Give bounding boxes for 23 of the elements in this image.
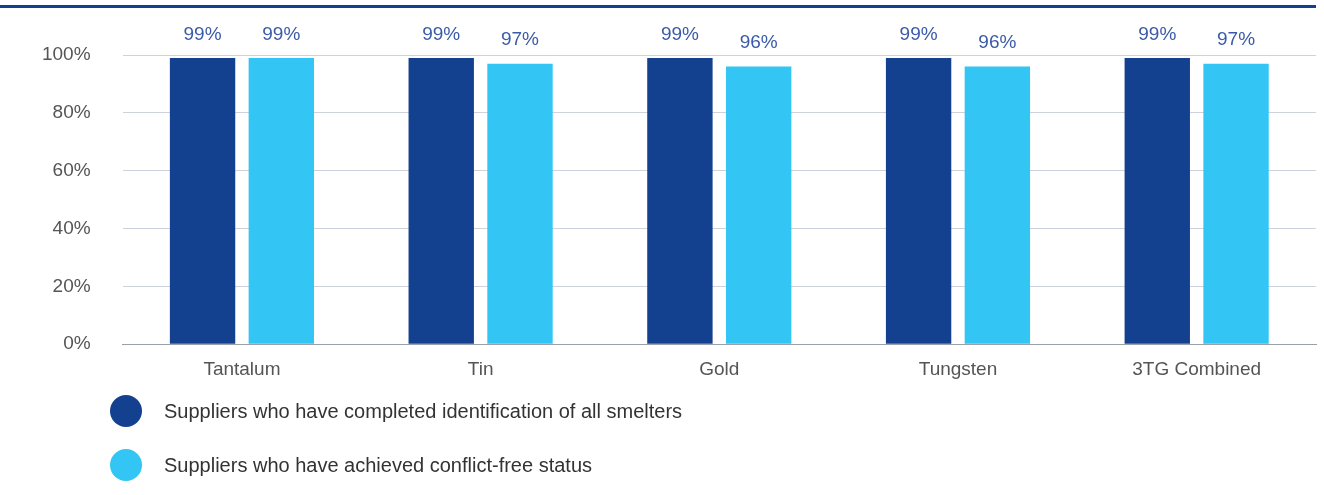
x-tick-label: Tantalum: [203, 357, 281, 379]
legend-label: Suppliers who have completed identification of all smelters: [164, 399, 683, 423]
x-tick-label: 3TG Combined: [1132, 357, 1262, 379]
x-tick-label: Gold: [699, 357, 740, 379]
data-label: 99%: [660, 22, 700, 44]
y-tick-label: 100%: [41, 43, 91, 65]
data-label: 97%: [1217, 28, 1256, 50]
data-label: 99%: [183, 22, 222, 44]
x-tick-label: Tungsten: [918, 357, 998, 379]
y-tick-label: 60%: [52, 158, 91, 180]
data-label: 99%: [1138, 22, 1177, 44]
data-label: 97%: [500, 28, 540, 50]
y-tick-label: 20%: [52, 274, 91, 296]
data-label: 99%: [422, 22, 461, 44]
y-tick-label: 80%: [52, 101, 91, 123]
legend-label: Suppliers who have achieved conflict-free status: [164, 453, 593, 477]
data-label: 99%: [899, 22, 938, 44]
data-label: 96%: [978, 31, 1017, 53]
data-label: 96%: [739, 31, 778, 53]
y-tick-label: 40%: [52, 216, 91, 238]
x-tick-label: Tin: [467, 357, 494, 379]
data-label: 99%: [262, 22, 301, 44]
y-tick-label: 0%: [63, 332, 91, 354]
